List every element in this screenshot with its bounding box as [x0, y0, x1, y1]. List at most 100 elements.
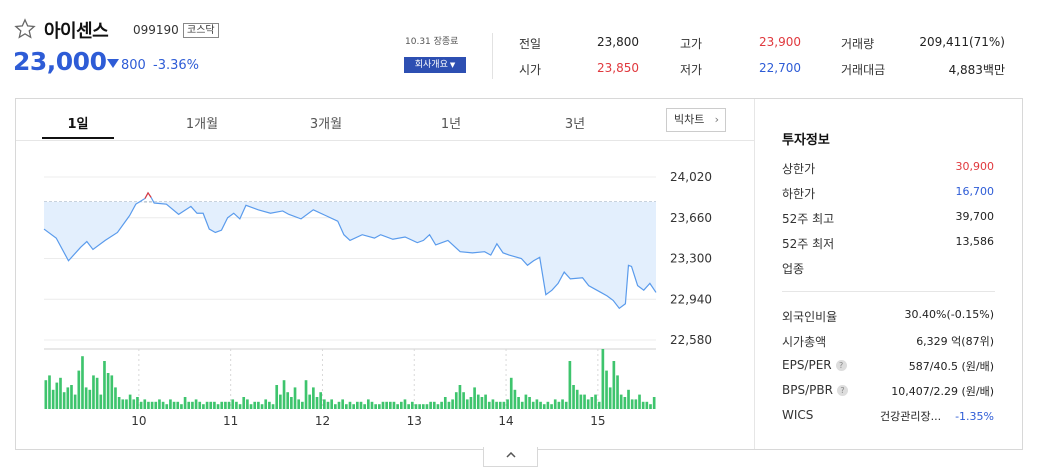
volume-bar: [88, 390, 91, 409]
volume-bar: [631, 399, 634, 409]
prev-close-value: 23,800: [580, 35, 639, 49]
volume-bar: [477, 395, 480, 409]
volume-bar: [191, 402, 194, 409]
eps-per-text: EPS/PER: [782, 358, 832, 372]
volume-bar: [121, 399, 124, 409]
wics-value[interactable]: 건강관리장... -1.35%: [880, 408, 994, 424]
volume-bar: [484, 395, 487, 409]
volume-bar: [481, 397, 484, 409]
volume-bar: [294, 387, 297, 409]
bps-pbr-label: BPS/PBR?: [782, 383, 848, 397]
volume-bar: [591, 397, 594, 409]
volume-bar: [602, 349, 605, 409]
volume-bar: [404, 399, 407, 409]
market-badge: 코스닥: [183, 23, 219, 38]
volume-bar: [187, 402, 190, 409]
volume-bar: [217, 404, 220, 409]
volume-bar: [580, 395, 583, 409]
volume-bar: [59, 378, 62, 409]
volume-bar: [92, 375, 95, 409]
volume-bar: [576, 390, 579, 409]
volume-bar: [341, 399, 344, 409]
x-tick-label: 11: [223, 414, 238, 428]
volume-bar: [235, 402, 238, 409]
volume-bar: [543, 404, 546, 409]
volume-bar: [202, 404, 205, 409]
volume-bar: [367, 399, 370, 409]
volume-bar: [334, 404, 337, 409]
volume-bar: [198, 402, 201, 409]
volume-bar: [45, 380, 48, 409]
volume-bar: [635, 399, 638, 409]
current-price: 23,000: [13, 47, 106, 76]
volume-bar: [547, 402, 550, 409]
lower-limit-value: 16,700: [956, 185, 995, 198]
volume-bar: [605, 371, 608, 409]
volume-bar: [374, 404, 377, 409]
volume-bar: [125, 399, 128, 409]
amount-label: 거래대금: [841, 61, 885, 78]
market-date-status: 10.31 장종료: [405, 34, 458, 47]
bigchart-button[interactable]: 빅차트 ›: [666, 108, 726, 132]
w52-high-value: 39,700: [956, 210, 995, 223]
volume-bar: [118, 397, 121, 409]
volume-bar: [323, 399, 326, 409]
volume-bar: [184, 397, 187, 409]
volume-bar: [470, 397, 473, 409]
volume-bar: [440, 402, 443, 409]
favorite-star-icon[interactable]: [14, 18, 36, 40]
help-icon[interactable]: ?: [837, 385, 848, 396]
industry-label: 업종: [782, 260, 804, 277]
volume-bar: [393, 402, 396, 409]
volume-bar: [55, 383, 58, 409]
y-tick-label: 22,940: [670, 292, 712, 306]
tab-1day[interactable]: 1일: [38, 113, 118, 132]
volume-bar: [587, 399, 590, 409]
volume-bar: [620, 395, 623, 409]
volume-bar: [400, 402, 403, 409]
foreign-ratio-value: 30.40%(-0.15%): [905, 308, 994, 321]
volume-bar: [176, 402, 179, 409]
volume-bar: [572, 385, 575, 409]
volume-bar: [349, 402, 352, 409]
volume-bar: [488, 402, 491, 409]
tab-1month[interactable]: 1개월: [162, 113, 242, 132]
volume-bar: [382, 402, 385, 409]
volume-bar: [286, 392, 289, 409]
volume-bar: [107, 373, 110, 409]
tab-3months[interactable]: 3개월: [286, 113, 366, 132]
help-icon[interactable]: ?: [836, 360, 847, 371]
volume-bar: [275, 385, 278, 409]
volume-bar: [360, 402, 363, 409]
eps-per-value: 587/40.5 (원/배): [909, 358, 994, 374]
market-cap-label: 시가총액: [782, 333, 826, 350]
company-overview-button[interactable]: 회사개요 ▼: [404, 57, 466, 73]
volume-bar: [66, 387, 69, 409]
tab-1year[interactable]: 1년: [411, 113, 491, 132]
tab-3years[interactable]: 3년: [535, 113, 615, 132]
lower-limit-label: 하한가: [782, 185, 815, 202]
price-line-up-segment: [145, 193, 151, 199]
volume-bar: [239, 404, 242, 409]
header-divider: [492, 33, 493, 79]
volume-bar: [48, 375, 51, 409]
volume-bar: [283, 380, 286, 409]
volume-bar: [532, 402, 535, 409]
volume-bar: [451, 399, 454, 409]
volume-bar: [550, 404, 553, 409]
volume-bar: [162, 402, 165, 409]
volume-bar: [301, 402, 304, 409]
volume-bar: [297, 399, 300, 409]
y-tick-label: 23,300: [670, 252, 712, 266]
w52-low-value: 13,586: [956, 235, 995, 248]
volume-bar: [433, 402, 436, 409]
high-value: 23,900: [740, 35, 801, 49]
eps-per-label: EPS/PER?: [782, 358, 847, 372]
upper-limit-label: 상한가: [782, 160, 815, 177]
intraday-chart: 24,020 23,660 23,300 22,940 22,580 10 11 12 13 14…: [16, 141, 754, 449]
volume-bar: [510, 378, 513, 409]
volume-bar: [312, 387, 315, 409]
amount-value: 4,883백만: [900, 61, 1005, 78]
volume-bar: [279, 395, 282, 409]
collapse-button[interactable]: [483, 447, 538, 467]
